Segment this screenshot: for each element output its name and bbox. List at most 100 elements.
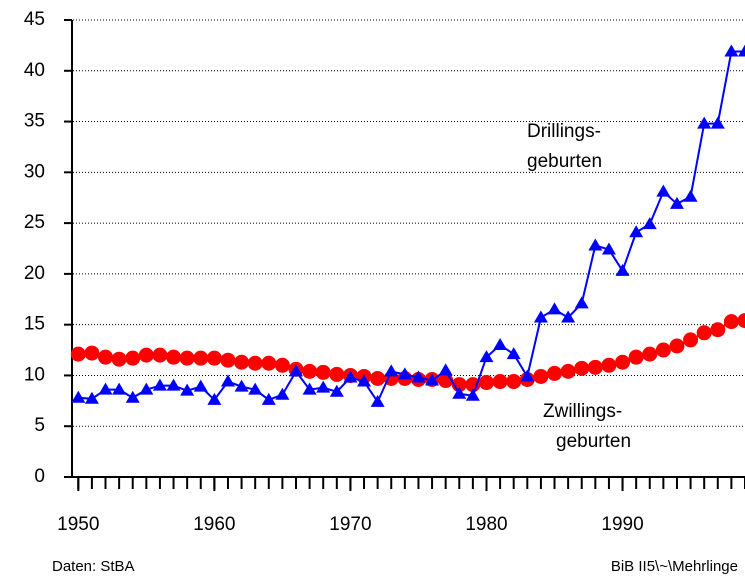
- y-tick-label: 40: [24, 60, 45, 81]
- point: [70, 346, 86, 362]
- point: [479, 350, 494, 363]
- point: [465, 377, 481, 393]
- point: [629, 225, 644, 238]
- point: [642, 346, 658, 362]
- point: [696, 325, 712, 341]
- point: [737, 313, 745, 329]
- point: [574, 360, 590, 376]
- point: [669, 338, 685, 354]
- point: [274, 357, 290, 373]
- point: [193, 379, 208, 392]
- source: Daten: StBA: [52, 558, 135, 575]
- point: [125, 390, 140, 403]
- point: [561, 310, 576, 323]
- y-tick-label: 35: [24, 111, 45, 132]
- point: [615, 354, 631, 370]
- x-tick-label: 1990: [601, 514, 643, 535]
- point: [601, 242, 616, 255]
- point: [642, 217, 657, 230]
- point: [125, 350, 141, 366]
- point: [384, 364, 399, 377]
- point: [547, 365, 563, 381]
- point: [738, 44, 745, 57]
- point: [669, 196, 684, 209]
- x-tick-label: 1970: [329, 514, 371, 535]
- point: [247, 355, 263, 371]
- point: [261, 355, 277, 371]
- point: [180, 383, 195, 396]
- point: [560, 363, 576, 379]
- point: [628, 349, 644, 365]
- point: [302, 363, 318, 379]
- point: [234, 354, 250, 370]
- point: [166, 378, 181, 391]
- point: [493, 337, 508, 350]
- point: [601, 357, 617, 373]
- point: [615, 263, 630, 276]
- y-tick-label: 25: [24, 212, 45, 233]
- point: [533, 368, 549, 384]
- point: [656, 184, 671, 197]
- annotation: geburten: [527, 151, 602, 172]
- point: [370, 394, 385, 407]
- point: [261, 392, 276, 405]
- annotation: geburten: [556, 431, 631, 452]
- point: [587, 359, 603, 375]
- point: [723, 314, 739, 330]
- point: [655, 342, 671, 358]
- point: [179, 350, 195, 366]
- point: [357, 374, 372, 387]
- point: [452, 386, 467, 399]
- point: [166, 349, 182, 365]
- point: [138, 347, 154, 363]
- point: [683, 332, 699, 348]
- point: [315, 364, 331, 380]
- y-tick-label: 20: [24, 263, 45, 284]
- point: [588, 238, 603, 251]
- point: [710, 322, 726, 338]
- x-tick-label: 1980: [465, 514, 507, 535]
- point: [370, 370, 386, 386]
- point: [397, 367, 412, 380]
- point: [207, 392, 222, 405]
- point: [302, 382, 317, 395]
- x-tick-label: 1950: [57, 514, 99, 535]
- point: [316, 380, 331, 393]
- y-tick-label: 5: [34, 415, 45, 436]
- y-tick-label: 10: [24, 364, 45, 385]
- point: [84, 391, 99, 404]
- point: [139, 382, 154, 395]
- point: [547, 302, 562, 315]
- point: [98, 382, 113, 395]
- point: [329, 384, 344, 397]
- y-tick-label: 45: [24, 9, 45, 30]
- y-tick-label: 15: [24, 314, 45, 335]
- point: [206, 350, 222, 366]
- point: [425, 373, 440, 386]
- point: [710, 116, 725, 129]
- point: [152, 347, 168, 363]
- point: [275, 387, 290, 400]
- point: [411, 370, 426, 383]
- point: [683, 189, 698, 202]
- point: [465, 388, 480, 401]
- point: [220, 374, 235, 387]
- y-tick-label: 0: [34, 466, 45, 487]
- y-tick-label: 30: [24, 161, 45, 182]
- point: [98, 349, 114, 365]
- point: [71, 390, 86, 403]
- point: [724, 44, 739, 57]
- point: [520, 369, 535, 382]
- x-tick-label: 1960: [193, 514, 235, 535]
- point: [343, 370, 358, 383]
- point: [248, 382, 263, 395]
- point: [193, 350, 209, 366]
- point: [289, 364, 303, 377]
- point: [438, 363, 453, 376]
- point: [492, 374, 508, 390]
- point: [84, 345, 100, 361]
- point: [574, 296, 589, 309]
- point: [506, 374, 522, 390]
- point: [533, 310, 548, 323]
